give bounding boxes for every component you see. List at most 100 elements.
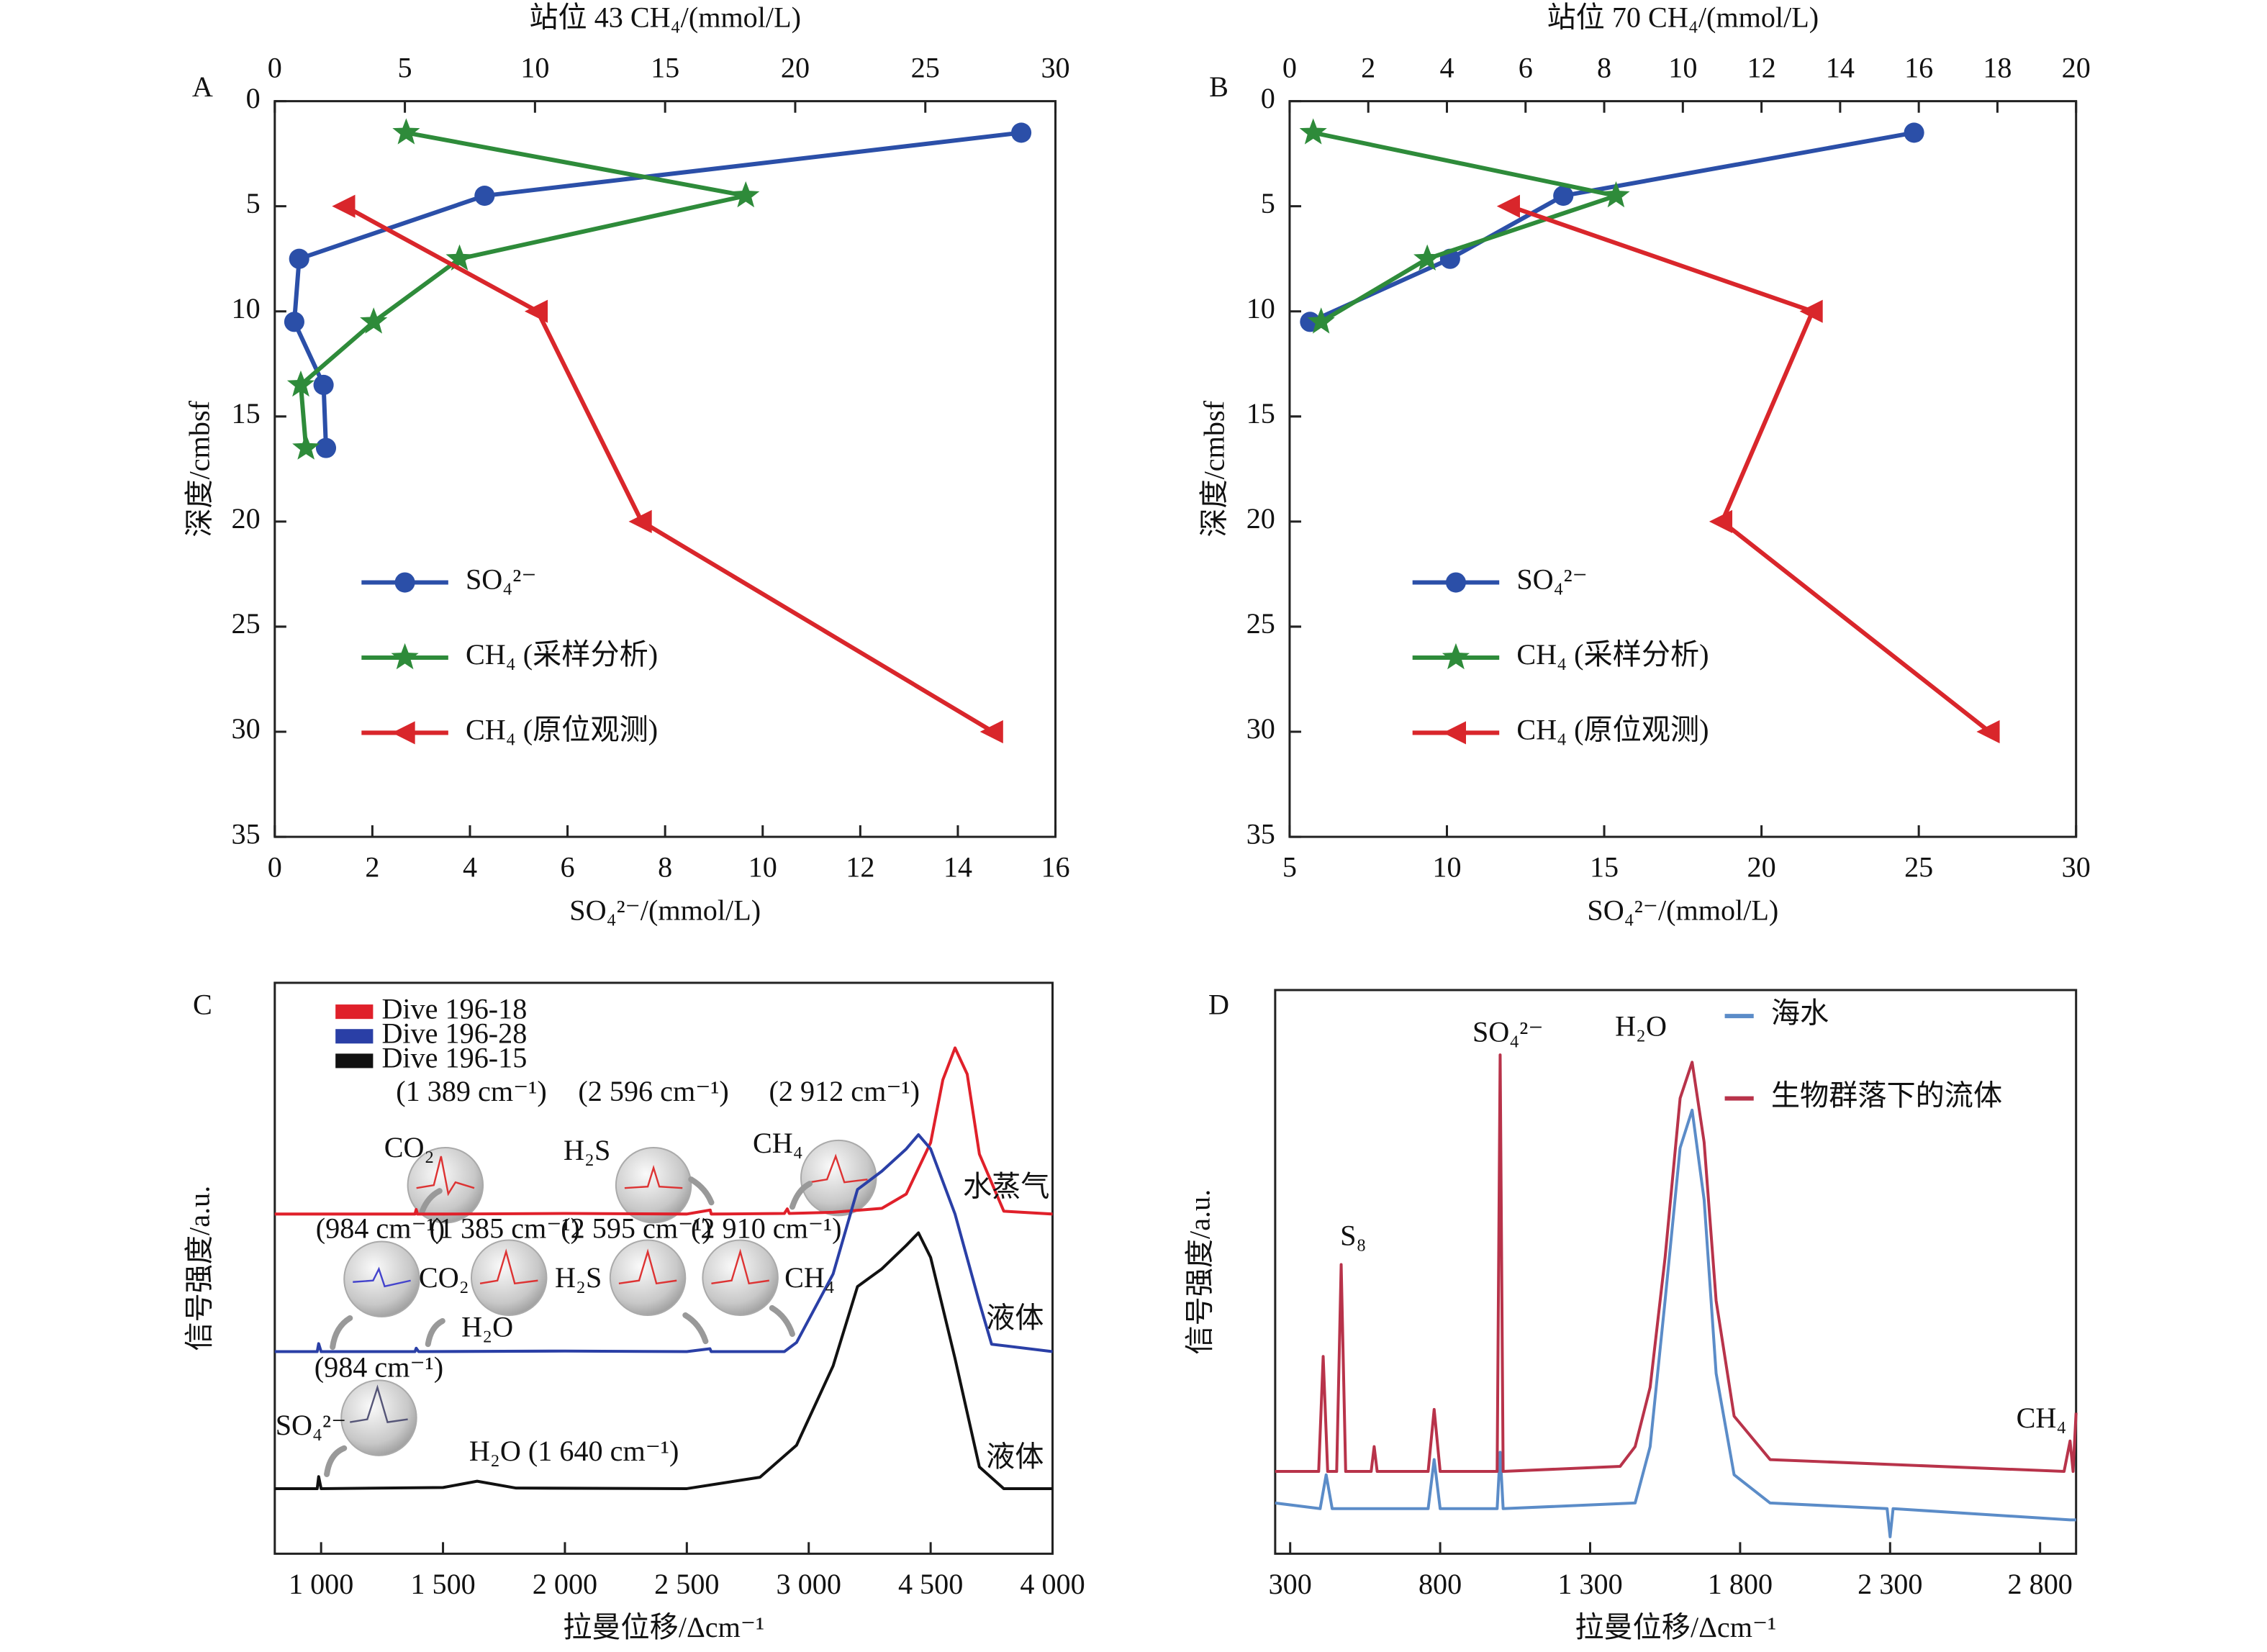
x-tick-label: 2 800: [2008, 1568, 2073, 1600]
arrow: [682, 1312, 709, 1345]
x2-tick-label: 15: [651, 52, 679, 84]
marker: [332, 194, 356, 218]
x2-tick-label: 16: [1904, 52, 1933, 84]
annotation: (2 596 cm⁻¹): [578, 1075, 728, 1107]
x2-tick-label: 5: [398, 52, 412, 84]
x-tick-label: 25: [1904, 850, 1933, 883]
series-line: [1275, 1053, 2078, 1474]
marker: [1307, 307, 1335, 334]
series-line: [1309, 130, 1915, 324]
x2-tick-label: 12: [1747, 52, 1776, 84]
y-tick-label: 25: [232, 607, 261, 640]
inset: [702, 1239, 779, 1316]
annotation: SO₄²⁻: [276, 1409, 347, 1441]
marker: [628, 509, 652, 533]
series-line: [1313, 130, 1619, 324]
arrow: [769, 1304, 795, 1338]
inset-trace: [711, 1248, 769, 1285]
annotation: (2 910 cm⁻¹): [691, 1212, 841, 1245]
arrow: [688, 1176, 715, 1206]
legend-label: Dive 196-15: [381, 1042, 527, 1074]
y-tick-label: 5: [246, 187, 261, 219]
x2-tick-label: 0: [268, 52, 282, 84]
y-tick-label: 10: [1246, 292, 1275, 324]
annotation: (1 385 cm⁻¹): [429, 1212, 579, 1245]
legend-label: CH₄ (采样分析): [1516, 638, 1709, 671]
x-tick-label: 15: [1590, 850, 1619, 883]
inset: [470, 1239, 548, 1316]
marker: [313, 374, 334, 396]
series-line: [274, 1133, 1053, 1353]
legend-label: SO₄²⁻: [466, 563, 537, 596]
panel-label: B: [1209, 71, 1228, 103]
inset-traces: [350, 1153, 868, 1423]
x-tick-label: 8: [658, 850, 672, 883]
x2-tick-label: 2: [1361, 52, 1375, 84]
series-line: [274, 1231, 1053, 1490]
x-tick-label: 800: [1418, 1568, 1462, 1600]
plot-frame: [273, 981, 1054, 1555]
x-tick-label: 0: [268, 850, 282, 883]
marker: [292, 433, 320, 460]
marker: [289, 248, 309, 269]
legend-marker: [391, 643, 419, 670]
marker: [1602, 181, 1630, 208]
x-axis-label: 拉曼位移/Δcm⁻¹: [563, 1611, 764, 1643]
arrow: [330, 1315, 353, 1351]
y-tick-label: 10: [232, 292, 261, 324]
x-tick-label: 6: [561, 850, 575, 883]
x-tick-label: 14: [944, 850, 972, 883]
marker: [1976, 720, 2000, 744]
arrow: [324, 1445, 348, 1477]
marker: [1799, 299, 1823, 323]
y-axis-label: 深度/cmbsf: [1198, 400, 1231, 537]
marker: [524, 299, 548, 323]
y-tick-label: 0: [1261, 82, 1275, 114]
y-tick-label: 30: [232, 712, 261, 745]
marker: [315, 437, 337, 458]
y-tick-label: 35: [232, 817, 261, 850]
x2-tick-label: 10: [520, 52, 549, 84]
x-tick-label: 2 500: [654, 1568, 719, 1600]
x2-tick-label: 4: [1439, 52, 1454, 84]
inset-trace: [809, 1153, 868, 1184]
y-axis-label: 深度/cmbsf: [184, 400, 216, 537]
inset: [615, 1146, 692, 1224]
arrows: [324, 1176, 813, 1477]
legend-label: 生物群落下的流体: [1771, 1079, 2002, 1112]
legend-marker: [1442, 721, 1467, 745]
marker: [1496, 194, 1520, 218]
annotation: CH₄: [753, 1127, 803, 1159]
marker: [474, 186, 495, 206]
inset-trace: [353, 1266, 411, 1288]
x2-tick-label: 20: [2062, 52, 2091, 84]
y-axis-label: 信号强度/a.u.: [1184, 1189, 1216, 1355]
arrow: [419, 1188, 443, 1215]
inset-trace: [624, 1164, 683, 1189]
x2-tick-label: 14: [1826, 52, 1855, 84]
series-line: [343, 204, 995, 734]
marker: [1553, 186, 1574, 206]
annotation: 液体: [986, 1440, 1044, 1473]
y-tick-label: 30: [1246, 712, 1275, 745]
legend-marker: [1445, 572, 1467, 593]
inset-trace: [350, 1384, 408, 1423]
legend-marker: [394, 572, 415, 593]
annotation: H₂O: [1615, 1009, 1667, 1042]
panel-label: C: [193, 988, 212, 1020]
inset-trace: [618, 1248, 677, 1285]
legend-swatch: [335, 1029, 374, 1044]
legend-label: CH₄ (采样分析): [466, 638, 658, 671]
y-tick-label: 20: [1246, 502, 1275, 535]
x2-tick-label: 6: [1519, 52, 1533, 84]
marker: [732, 181, 760, 208]
x-tick-label: 1 000: [289, 1568, 353, 1600]
x2-tick-label: 8: [1597, 52, 1611, 84]
legend-marker: [1442, 643, 1470, 670]
inset: [800, 1139, 877, 1217]
marker: [1413, 244, 1442, 271]
marker: [445, 244, 474, 271]
annotation: (2 595 cm⁻¹): [561, 1212, 711, 1245]
legend-label: 海水: [1771, 997, 1829, 1029]
